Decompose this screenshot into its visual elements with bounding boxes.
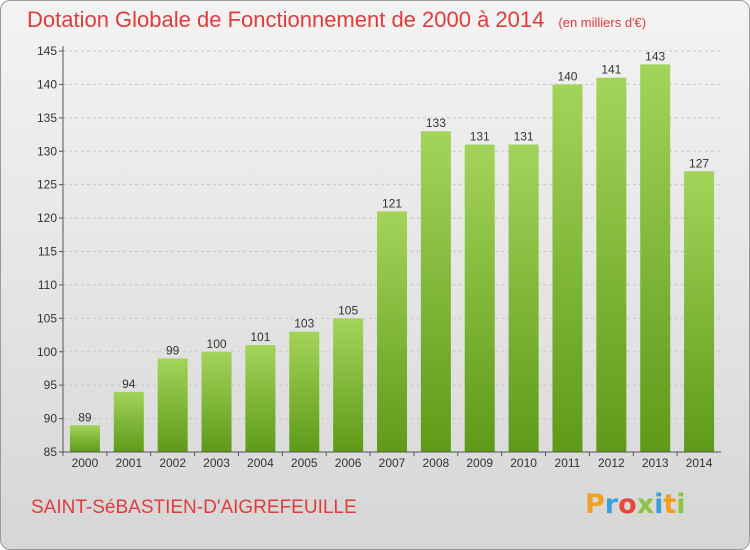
bar-value-label: 94 [122, 377, 136, 391]
y-tick-label: 90 [44, 412, 58, 426]
chart-title: Dotation Globale de Fonctionnement de 20… [27, 7, 545, 32]
x-tick-label: 2009 [466, 456, 493, 470]
y-tick-label: 130 [37, 144, 57, 158]
bar-value-label: 121 [382, 196, 402, 210]
logo-letter: P [585, 489, 605, 520]
logo-letter: x [636, 489, 655, 520]
y-tick-label: 125 [37, 178, 57, 192]
y-tick-label: 135 [37, 111, 57, 125]
bar [157, 358, 188, 452]
bar-value-label: 131 [514, 130, 534, 144]
logo-letter: o [618, 489, 637, 520]
bar-value-label: 105 [338, 303, 358, 317]
bars [69, 64, 715, 453]
title-row: Dotation Globale de Fonctionnement de 20… [27, 7, 646, 33]
bar-value-label: 101 [250, 330, 270, 344]
x-tick-label: 2012 [598, 456, 625, 470]
bar [289, 331, 320, 452]
proxiti-logo[interactable]: Proxiti [585, 489, 686, 520]
bar [201, 351, 232, 452]
bar [69, 425, 100, 452]
bar-value-label: 100 [207, 337, 227, 351]
bar-value-label: 131 [470, 130, 490, 144]
y-tick-label: 145 [37, 44, 57, 58]
bar-value-label: 140 [557, 69, 577, 83]
bar [596, 77, 627, 452]
x-tick-label: 2000 [72, 456, 99, 470]
y-tick-label: 105 [37, 311, 57, 325]
x-tick-label: 2004 [247, 456, 274, 470]
bar-value-label: 141 [601, 63, 621, 77]
bar-value-label: 143 [645, 49, 665, 63]
y-tick-label: 110 [38, 278, 57, 292]
y-tick-label: 100 [37, 345, 57, 359]
logo-letter: i [676, 489, 686, 520]
logo-letter: i [654, 489, 664, 520]
bar [508, 144, 539, 453]
x-tick-label: 2010 [510, 456, 537, 470]
x-tick-label: 2005 [291, 456, 318, 470]
x-tick-label: 2011 [555, 456, 581, 470]
bar [640, 64, 671, 452]
x-tick-label: 2001 [115, 456, 142, 470]
bar [333, 318, 364, 452]
bar [377, 211, 407, 452]
bar-value-label: 127 [689, 156, 709, 170]
bar [552, 84, 583, 453]
labels: 85 90 95 100 105 110 115 120 125 130 135 140 145 89 20… [37, 44, 713, 470]
x-tick-label: 2008 [423, 456, 450, 470]
y-tick-label: 95 [44, 378, 58, 392]
axes [59, 46, 721, 456]
x-tick-label: 2006 [335, 456, 362, 470]
bar-value-label: 133 [426, 116, 446, 130]
bar [464, 144, 495, 453]
x-tick-label: 2013 [642, 456, 669, 470]
bar-value-label: 99 [166, 343, 180, 357]
logo-letter: t [663, 489, 677, 520]
y-tick-label: 85 [44, 445, 58, 459]
x-tick-label: 2014 [686, 456, 713, 470]
bar-value-label: 89 [78, 410, 92, 424]
bar-value-label: 103 [294, 317, 314, 331]
commune-name: SAINT-SéBASTIEN-D'AIGREFEUILLE [31, 497, 357, 518]
y-tick-label: 140 [37, 77, 57, 91]
bar [245, 345, 276, 452]
x-tick-label: 2007 [379, 456, 406, 470]
logo-letter: r [604, 489, 619, 520]
bar [420, 131, 451, 452]
x-tick-label: 2002 [159, 456, 186, 470]
x-tick-label: 2003 [203, 456, 230, 470]
bar [113, 391, 144, 452]
y-tick-label: 120 [37, 211, 57, 225]
chart-unit: (en milliers d'€) [558, 15, 647, 30]
bar [684, 171, 715, 453]
y-tick-label: 115 [38, 245, 57, 259]
